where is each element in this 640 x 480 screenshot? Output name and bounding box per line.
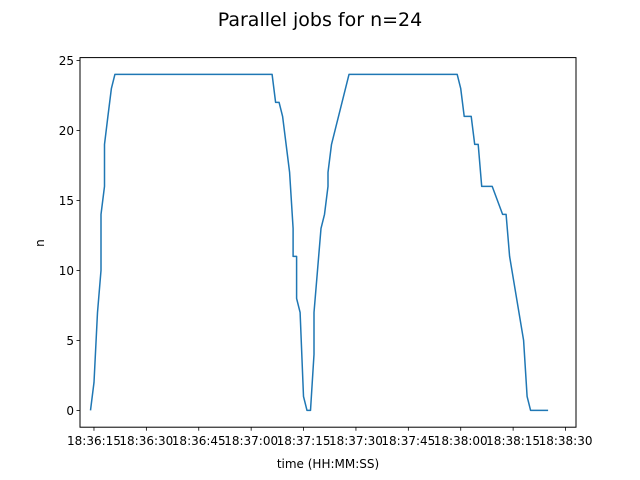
y-axis-label: n [33, 239, 47, 247]
x-tick-label: 18:38:30 [539, 434, 593, 448]
y-tick-label: 5 [66, 334, 74, 348]
y-tick-label: 20 [59, 124, 74, 138]
x-tick-label: 18:36:45 [172, 434, 226, 448]
y-tick-label: 25 [59, 54, 74, 68]
x-tick-label: 18:37:45 [381, 434, 435, 448]
x-tick-label: 18:37:15 [277, 434, 331, 448]
y-axis: 0 5 10 15 20 25 [59, 54, 80, 418]
x-tick-label: 18:36:15 [67, 434, 121, 448]
x-tick-label: 18:38:15 [486, 434, 540, 448]
y-tick-label: 0 [66, 404, 74, 418]
chart-title: Parallel jobs for n=24 [218, 9, 422, 31]
plot-area [89, 73, 549, 412]
series-line [89, 73, 549, 412]
x-tick-label: 18:37:30 [329, 434, 383, 448]
x-axis: 18:36:1518:36:3018:36:4518:37:0018:37:15… [67, 427, 592, 448]
x-tick-label: 18:36:30 [119, 434, 173, 448]
plot-frame [79, 57, 577, 428]
x-tick-label: 18:37:00 [224, 434, 278, 448]
x-tick-label: 18:38:00 [434, 434, 488, 448]
y-tick-label: 15 [59, 194, 74, 208]
y-tick-label: 10 [59, 264, 74, 278]
x-axis-label: time (HH:MM:SS) [277, 457, 379, 471]
